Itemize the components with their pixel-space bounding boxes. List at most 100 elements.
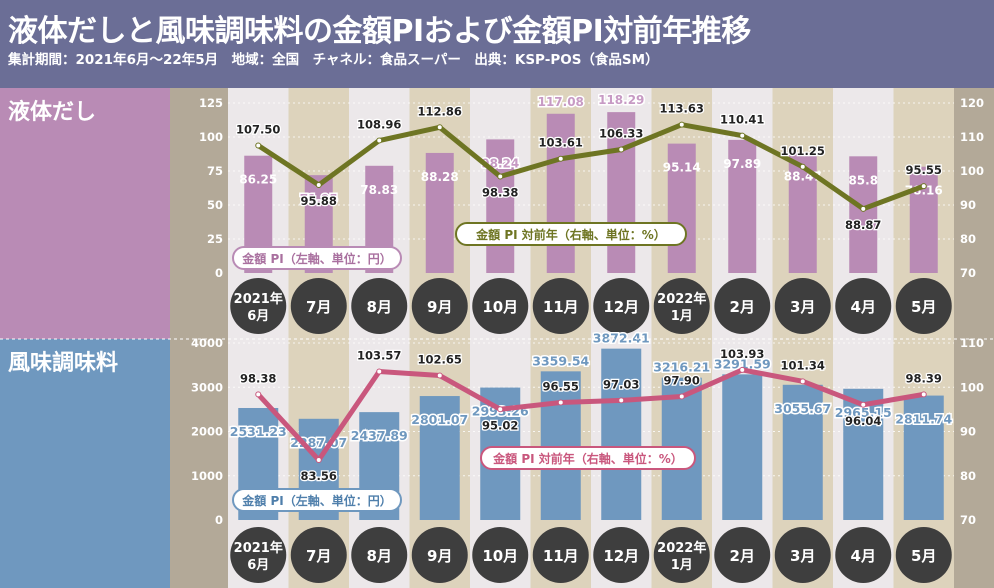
yoy-point bbox=[255, 391, 262, 398]
month-label: 2月 bbox=[730, 298, 755, 316]
yoy-point bbox=[376, 368, 383, 375]
yoy-value-label: 103.57 bbox=[357, 348, 401, 362]
yoy-point bbox=[436, 372, 443, 379]
right-axis-tick-label: 120 bbox=[960, 96, 984, 110]
yoy-point bbox=[739, 366, 746, 373]
month-circle bbox=[351, 278, 408, 334]
yoy-point bbox=[860, 205, 867, 212]
month-circle bbox=[895, 527, 952, 583]
left-axis-tick-label: 1000 bbox=[191, 469, 223, 483]
pi-bar bbox=[546, 113, 575, 273]
yoy-value-label: 83.56 bbox=[301, 469, 337, 483]
pi-bar bbox=[849, 156, 878, 273]
yoy-value-label: 103.93 bbox=[720, 347, 764, 361]
bar-value-label: 3359.54 bbox=[532, 353, 589, 368]
month-label: 4月 bbox=[851, 547, 876, 565]
yoy-value-label: 102.65 bbox=[418, 353, 462, 367]
yoy-value-label: 101.25 bbox=[781, 144, 825, 158]
right-axis-tick-label: 90 bbox=[960, 425, 976, 439]
bar-value-label: 3216.21 bbox=[653, 360, 710, 375]
month-label: 9月 bbox=[427, 298, 452, 316]
chart-subtitle: 集計期間：2021年6月〜22年5月 地域：全国 チャネル：食品スーパー 出典：… bbox=[8, 52, 659, 68]
right-axis-tick-label: 100 bbox=[960, 380, 984, 394]
yoy-point bbox=[920, 183, 927, 190]
right-axis-tick-label: 110 bbox=[960, 336, 984, 350]
header-band: 液体だしと風味調味料の金額PIおよび金額PI対前年推移 集計期間：2021年6月… bbox=[0, 0, 994, 88]
month-circle bbox=[653, 527, 710, 583]
yoy-point bbox=[618, 146, 625, 153]
yoy-value-label: 110.41 bbox=[720, 113, 764, 127]
month-label: 12月 bbox=[603, 547, 639, 565]
yoy-point bbox=[315, 456, 322, 463]
month-label: 6月 bbox=[247, 558, 269, 573]
yoy-point bbox=[920, 391, 927, 398]
month-label: 5月 bbox=[911, 298, 936, 316]
month-label: 7月 bbox=[306, 298, 331, 316]
bar-value-label: 3055.67 bbox=[774, 401, 831, 416]
bar-value-label: 85.8 bbox=[848, 173, 878, 187]
yoy-value-label: 95.02 bbox=[482, 418, 518, 432]
pi-bar bbox=[425, 152, 454, 273]
yoy-value-label: 95.55 bbox=[906, 163, 942, 177]
left-axis-tick-label: 125 bbox=[199, 96, 223, 110]
month-circle bbox=[774, 527, 831, 583]
pi-bar bbox=[903, 395, 944, 520]
pi-bar bbox=[607, 112, 636, 273]
month-circle bbox=[532, 278, 589, 334]
pi-bar bbox=[667, 143, 696, 273]
right-axis-tick-label: 90 bbox=[960, 198, 976, 212]
yoy-line bbox=[255, 367, 927, 463]
month-circle bbox=[653, 278, 710, 334]
yoy-value-label: 96.55 bbox=[543, 380, 579, 394]
yoy-point bbox=[799, 378, 806, 385]
month-label: 4月 bbox=[851, 298, 876, 316]
month-circle bbox=[411, 527, 468, 583]
month-label: 2月 bbox=[730, 547, 755, 565]
yoy-value-label: 88.87 bbox=[845, 218, 881, 232]
month-circle bbox=[714, 527, 771, 583]
month-label: 2021年 bbox=[234, 291, 283, 307]
yoy-value-label: 106.33 bbox=[599, 126, 643, 140]
month-label: 12月 bbox=[603, 298, 639, 316]
yoy-value-label: 101.34 bbox=[781, 358, 825, 372]
bar-value-label: 95.14 bbox=[663, 161, 701, 175]
yoy-value-label: 112.86 bbox=[418, 104, 462, 118]
right-axis-tick-label: 80 bbox=[960, 469, 976, 483]
bar-value-label: 2531.23 bbox=[230, 424, 287, 439]
right-axis-tick-label: 80 bbox=[960, 232, 976, 246]
yoy-value-label: 103.61 bbox=[539, 136, 583, 150]
pi-bar bbox=[728, 139, 757, 273]
yoy-point bbox=[799, 163, 806, 170]
yoy-value-label: 113.63 bbox=[660, 102, 704, 116]
pi-legend-label: 金額 PI（左軸、単位：円） bbox=[241, 493, 391, 508]
yoy-point bbox=[497, 406, 504, 413]
bar-value-label: 2811.74 bbox=[895, 412, 952, 427]
left-axis-tick-label: 4000 bbox=[191, 336, 223, 350]
month-circle bbox=[714, 278, 771, 334]
yoy-value-label: 98.38 bbox=[482, 186, 518, 200]
month-label: 5月 bbox=[911, 547, 936, 565]
pi-legend-box bbox=[232, 488, 402, 512]
pi-legend-label: 金額 PI（左軸、単位：円） bbox=[241, 251, 391, 266]
left-axis-tick-label: 50 bbox=[207, 198, 223, 212]
month-circle bbox=[593, 527, 650, 583]
yoy-point bbox=[376, 137, 383, 144]
month-label: 2022年 bbox=[657, 540, 706, 556]
pi-bar bbox=[486, 139, 515, 273]
month-circle bbox=[835, 527, 892, 583]
yoy-point bbox=[315, 182, 322, 189]
yoy-legend-box bbox=[455, 222, 687, 246]
month-circle bbox=[835, 278, 892, 334]
left-axis-tick-label: 2000 bbox=[191, 425, 223, 439]
left-axis-tick-label: 75 bbox=[207, 164, 223, 178]
bar-value-label: 88.28 bbox=[421, 170, 459, 184]
pi-bar bbox=[540, 371, 581, 520]
month-circle bbox=[230, 527, 287, 583]
month-label: 8月 bbox=[367, 298, 392, 316]
month-label: 10月 bbox=[482, 547, 518, 565]
left-axis-tick-label: 25 bbox=[207, 232, 223, 246]
bar-value-label: 78.83 bbox=[360, 183, 398, 197]
yoy-point bbox=[557, 399, 564, 406]
month-circle bbox=[472, 278, 529, 334]
